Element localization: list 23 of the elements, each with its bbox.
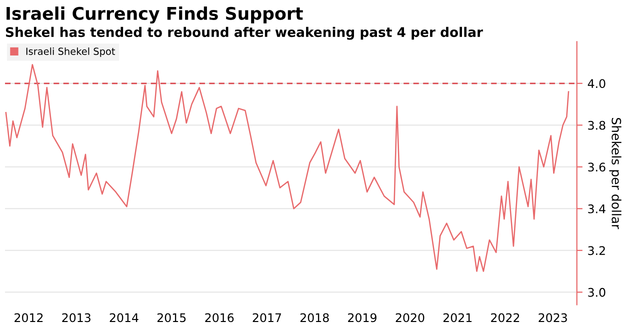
y-tick-label: 4.0 <box>588 79 606 88</box>
x-tick-label: 2014 <box>110 313 138 322</box>
y-tick-label: 3.0 <box>588 288 606 297</box>
legend-label: Israeli Shekel Spot <box>26 47 116 57</box>
x-tick-label: 2022 <box>491 313 520 322</box>
x-tick-label: 2016 <box>205 313 234 322</box>
x-tick-label: 2020 <box>396 313 424 322</box>
x-tick-label: 2017 <box>252 313 282 322</box>
y-tick-label: 3.2 <box>588 246 605 256</box>
x-tick-label: 2015 <box>157 313 186 322</box>
y-tick-label: 3.4 <box>588 204 606 214</box>
line-series <box>5 64 570 272</box>
chart-title: Israeli Currency Finds Support <box>6 6 303 24</box>
x-tick-label: 2023 <box>538 313 567 322</box>
y-tick-label: 3.6 <box>588 162 606 172</box>
chart-subtitle: Shekel has tended to rebound after weakening past 4 per dollar <box>6 26 483 40</box>
y-tick-label: 3.8 <box>588 120 606 130</box>
x-tick-label: 2021 <box>443 313 472 322</box>
x-tick-label: 2013 <box>62 313 90 322</box>
x-tick-label: 2019 <box>348 313 376 322</box>
x-tick-label: 2018 <box>300 313 329 322</box>
x-tick-label: 2012 <box>14 313 43 322</box>
y-axis-title: Shekels per dollar <box>609 118 622 230</box>
